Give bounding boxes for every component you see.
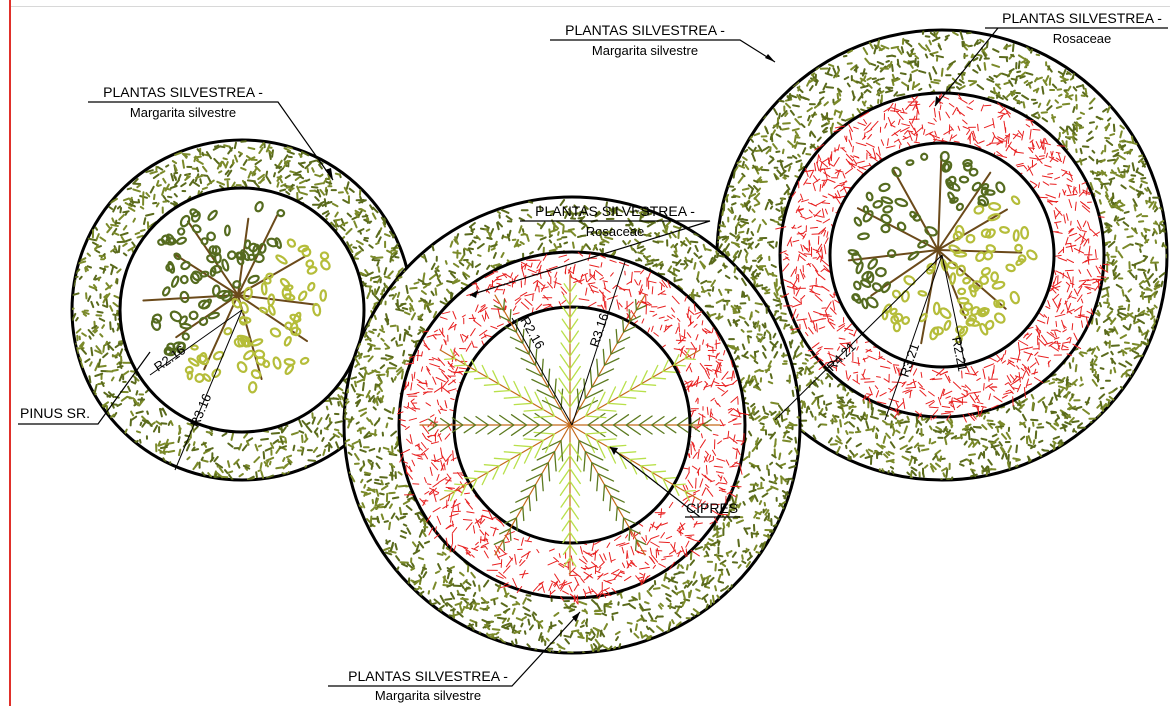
leader-lines bbox=[18, 27, 1168, 687]
right-rosaceae-hatch bbox=[775, 93, 1110, 423]
dim-right-inner: R2.21 bbox=[949, 336, 970, 373]
label-cipres: CIPRES bbox=[686, 500, 738, 516]
left-margarita-hatch bbox=[72, 140, 412, 480]
label-bottom-line1: PLANTAS SILVESTREA - bbox=[348, 668, 508, 684]
label-right-top-a-line1: PLANTAS SILVESTREA - bbox=[565, 22, 725, 38]
leader-arrowheads bbox=[325, 54, 941, 622]
dimension-lines bbox=[149, 254, 966, 471]
label-right-top-a-line2: Margarita silvestre bbox=[592, 43, 698, 58]
label-left-top-line2: Margarita silvestre bbox=[130, 105, 236, 120]
cipres-tree-symbol bbox=[419, 274, 721, 576]
sheet-border-top bbox=[11, 6, 1170, 7]
right-tree-symbol bbox=[847, 150, 1038, 345]
center-planter bbox=[342, 195, 802, 655]
center-rosaceae-hatch bbox=[397, 251, 749, 605]
label-right-top-b-line1: PLANTAS SILVESTREA - bbox=[1002, 10, 1162, 26]
label-center-top-line1: PLANTAS SILVESTREA - bbox=[535, 203, 695, 219]
label-left-top-line1: PLANTAS SILVESTREA - bbox=[103, 84, 263, 100]
label-right-top-b-line2: Rosaceae bbox=[1053, 31, 1112, 46]
label-center-top-line2: Rosaceae bbox=[586, 224, 645, 239]
pinus-tree-symbol bbox=[142, 201, 331, 394]
center-margarita-hatch bbox=[344, 199, 800, 653]
label-pinus: PINUS SR. bbox=[20, 405, 90, 421]
sheet-border-left bbox=[0, 0, 11, 706]
label-bottom-line2: Margarita silvestre bbox=[375, 688, 481, 703]
